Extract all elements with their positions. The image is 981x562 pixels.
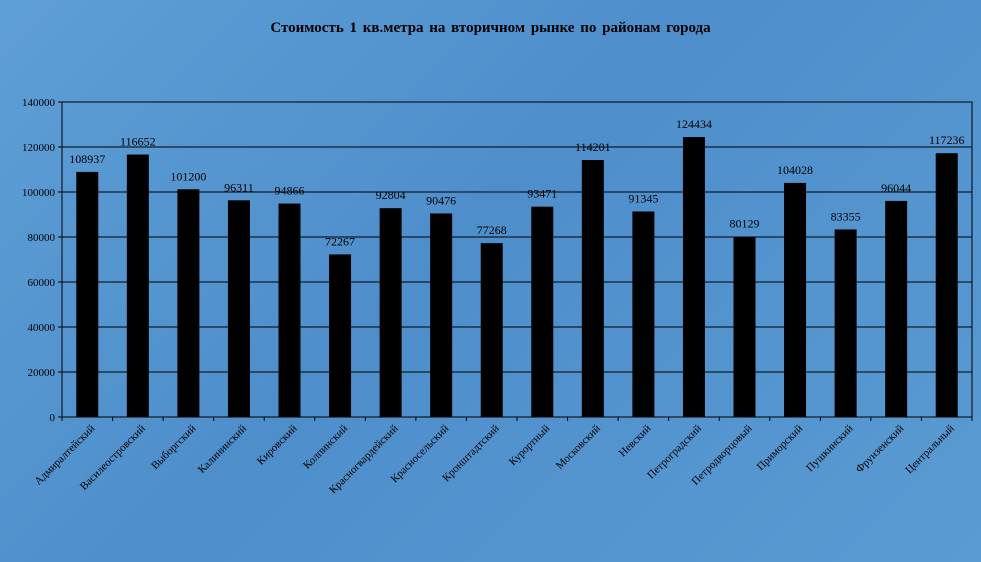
bar-value-label: 124434 [676,117,712,131]
bar [430,213,453,417]
x-category-label: Приморский [755,423,805,473]
bar-value-label: 104028 [777,163,813,177]
bar-value-label: 91345 [628,191,658,205]
bar-value-label: 116652 [120,135,156,149]
x-category-label: Калининский [196,423,249,476]
bar [227,200,250,417]
chart-title: Стоимость 1 кв.метра на вторичном рынке … [270,20,711,36]
bar [632,211,655,417]
y-tick-label: 100000 [22,187,56,199]
bars [76,137,958,418]
y-tick-label: 0 [50,412,56,424]
bar-value-label: 114201 [575,140,611,154]
x-category-label: Фрунзенский [854,423,907,476]
bar-value-label: 96311 [224,180,254,194]
x-category-label: Кировский [255,423,300,468]
bar [531,206,554,417]
bar-value-label: 117236 [929,133,965,147]
y-tick-label: 20000 [28,367,56,379]
bar-value-label: 108937 [69,152,105,166]
bar-value-label: 90476 [426,193,456,207]
bar-value-label: 101200 [170,169,206,183]
bar [278,203,301,417]
x-category-label: Колпинский [301,423,350,472]
x-category-label: Московский [554,423,603,472]
bar [126,154,149,417]
bar [834,229,857,417]
value-labels: 108937 116652 101200 96311 94866 72267 92804 90… [69,117,964,248]
y-axis-ticks: 0 20000 40000 60000 80000 100000 120000 140000 [22,97,56,424]
x-category-label: Выборгский [149,423,198,472]
bar [177,189,200,417]
bar [682,137,705,417]
x-category-label: Центральный [903,423,957,477]
bar [784,182,807,417]
bar-value-label: 94866 [275,184,305,198]
y-tick-label: 60000 [28,277,56,289]
bar [581,160,604,418]
bar-value-label: 92804 [376,188,406,202]
bar [733,236,756,417]
y-tick-label: 40000 [28,322,56,334]
bar [76,171,99,417]
x-category-label: Невский [617,423,654,460]
bar-value-label: 93471 [527,187,557,201]
x-category-label: Курортный [507,423,553,469]
bar-value-label: 96044 [881,181,911,195]
y-tick-label: 120000 [22,142,56,154]
x-category-label: Пушкинский [804,423,856,475]
bar [885,200,908,417]
bar [935,153,958,417]
bar [329,254,352,417]
bar-value-label: 72267 [325,234,355,248]
bar [480,243,503,417]
bar-value-label: 77268 [477,223,507,237]
bar-value-label: 80129 [730,217,760,231]
bar-value-label: 83355 [831,209,861,223]
y-tick-label: 80000 [28,232,56,244]
y-tick-label: 140000 [22,97,56,109]
bar [379,208,402,417]
